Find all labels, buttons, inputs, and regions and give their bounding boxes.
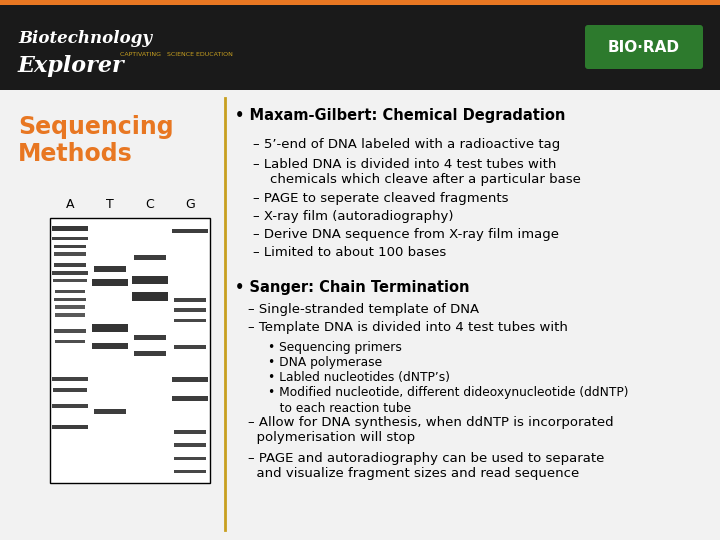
Bar xyxy=(174,345,206,349)
Bar xyxy=(92,279,127,286)
Bar xyxy=(174,430,206,434)
Bar xyxy=(92,324,127,332)
Text: BIO·RAD: BIO·RAD xyxy=(608,39,680,55)
Text: • Modified nucleotide, different dideoxynucleotide (ddNTP)
   to each reaction t: • Modified nucleotide, different dideoxy… xyxy=(268,386,629,415)
Text: – Template DNA is divided into 4 test tubes with: – Template DNA is divided into 4 test tu… xyxy=(248,321,568,334)
Text: G: G xyxy=(185,199,195,212)
Bar xyxy=(53,388,87,392)
Bar xyxy=(55,313,85,316)
Bar xyxy=(134,255,166,260)
Text: – Derive DNA sequence from X-ray film image: – Derive DNA sequence from X-ray film im… xyxy=(253,228,559,241)
Text: • DNA polymerase: • DNA polymerase xyxy=(268,356,382,369)
Bar xyxy=(54,252,86,255)
Text: C: C xyxy=(145,199,154,212)
Bar xyxy=(132,292,168,301)
Text: – Labled DNA is divided into 4 test tubes with
    chemicals which cleave after : – Labled DNA is divided into 4 test tube… xyxy=(253,158,581,186)
Bar xyxy=(172,395,207,401)
Bar xyxy=(55,306,85,309)
Text: – PAGE to seperate cleaved fragments: – PAGE to seperate cleaved fragments xyxy=(253,192,508,205)
Bar xyxy=(55,289,85,293)
Bar xyxy=(0,90,720,540)
Bar xyxy=(53,237,88,240)
FancyBboxPatch shape xyxy=(585,25,703,69)
Bar xyxy=(53,279,87,282)
Bar xyxy=(174,319,206,322)
Bar xyxy=(53,377,88,381)
Bar xyxy=(172,228,207,233)
Text: – Limited to about 100 bases: – Limited to about 100 bases xyxy=(253,246,446,259)
Text: Sequencing
Methods: Sequencing Methods xyxy=(18,115,174,166)
Text: • Sanger: Chain Termination: • Sanger: Chain Termination xyxy=(235,280,469,295)
Text: Biotechnology: Biotechnology xyxy=(18,30,152,47)
Bar xyxy=(134,350,166,356)
Bar xyxy=(0,0,720,5)
Text: – 5’-end of DNA labeled with a radioactive tag: – 5’-end of DNA labeled with a radioacti… xyxy=(253,138,560,151)
Text: • Maxam-Gilbert: Chemical Degradation: • Maxam-Gilbert: Chemical Degradation xyxy=(235,108,565,123)
Bar xyxy=(174,470,206,474)
Bar xyxy=(94,409,126,414)
Text: T: T xyxy=(106,199,114,212)
Bar xyxy=(55,340,85,343)
Text: • Sequencing primers: • Sequencing primers xyxy=(268,341,402,354)
Text: – Single-stranded template of DNA: – Single-stranded template of DNA xyxy=(248,303,479,316)
Bar xyxy=(134,335,166,340)
Bar xyxy=(174,308,206,312)
Text: CAPTIVATING   SCIENCE EDUCATION: CAPTIVATING SCIENCE EDUCATION xyxy=(120,52,233,57)
Bar xyxy=(172,377,207,382)
Bar xyxy=(0,5,720,90)
Bar xyxy=(54,245,86,248)
Bar xyxy=(53,424,88,429)
Bar xyxy=(53,226,88,231)
Text: – Allow for DNA synthesis, when ddNTP is incorporated
  polymerisation will stop: – Allow for DNA synthesis, when ddNTP is… xyxy=(248,416,613,444)
Bar xyxy=(94,266,126,272)
Bar xyxy=(54,298,86,301)
Bar xyxy=(54,329,86,333)
Bar xyxy=(53,403,88,408)
Text: Explorer: Explorer xyxy=(18,55,125,77)
Bar xyxy=(132,276,168,284)
Bar xyxy=(54,263,86,267)
Text: • Labled nucleotides (dNTP’s): • Labled nucleotides (dNTP’s) xyxy=(268,371,450,384)
Bar xyxy=(174,443,206,447)
Bar xyxy=(174,298,206,302)
Bar xyxy=(50,218,210,483)
Bar xyxy=(92,342,127,349)
Bar xyxy=(53,271,88,275)
Text: – PAGE and autoradiography can be used to separate
  and visualize fragment size: – PAGE and autoradiography can be used t… xyxy=(248,452,604,481)
Text: – X-ray film (autoradiography): – X-ray film (autoradiography) xyxy=(253,210,454,223)
Text: A: A xyxy=(66,199,74,212)
Bar xyxy=(174,456,206,460)
